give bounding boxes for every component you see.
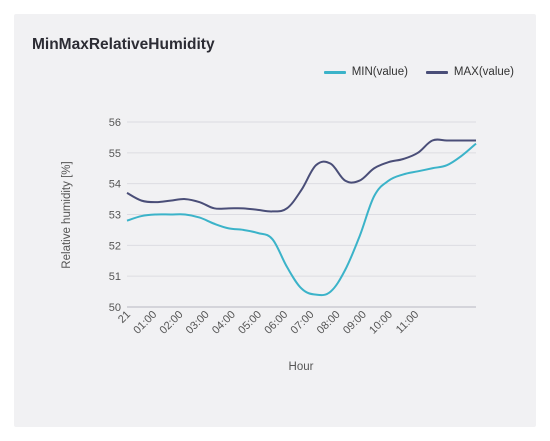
- series-line-max[interactable]: [126, 138, 476, 213]
- x-tick-label: 11:00: [394, 309, 421, 336]
- x-tick-label: 03:00: [184, 309, 212, 337]
- x-tick-label: 01:00: [131, 309, 159, 337]
- x-tick-label: 06:00: [262, 309, 290, 337]
- legend-swatch-max: [425, 70, 448, 74]
- chart-title: MinMaxRelativeHumidity: [32, 36, 215, 53]
- x-tick-label: 02:00: [158, 309, 186, 337]
- legend-label-min: MIN(value): [351, 66, 408, 78]
- x-tick-label: 08:00: [315, 309, 343, 337]
- series-lines: [126, 138, 477, 297]
- grid-lines: [127, 121, 476, 308]
- x-tick-label: 05:00: [236, 309, 264, 337]
- y-tick-labels: 50 51 52 53 54 55 56: [109, 117, 121, 314]
- legend: MIN(value) MAX(value): [323, 66, 514, 78]
- x-tick-label: 04:00: [210, 309, 238, 337]
- x-tick-label: 07:00: [289, 309, 317, 337]
- y-axis-title: Relative humidity [%]: [61, 161, 73, 268]
- legend-label-max: MAX(value): [453, 66, 514, 78]
- legend-item-min[interactable]: MIN(value): [323, 66, 408, 78]
- y-tick-label: 56: [109, 117, 121, 129]
- x-tick-labels: 2101:0002:0003:0004:0005:0006:0007:0008:…: [116, 309, 421, 337]
- y-tick-label: 50: [109, 302, 121, 314]
- x-axis-title: Hour: [289, 361, 314, 373]
- x-tick-label: 10:00: [367, 309, 395, 337]
- y-tick-label: 52: [109, 240, 121, 252]
- y-tick-label: 55: [109, 148, 121, 160]
- y-tick-label: 51: [109, 271, 121, 283]
- x-tick-label: 09:00: [341, 309, 369, 337]
- series-line-min[interactable]: [126, 142, 477, 297]
- chart-card: MinMaxRelativeHumidity MIN(value) MAX(va…: [14, 14, 536, 427]
- y-tick-label: 54: [109, 179, 121, 191]
- legend-swatch-min: [323, 70, 346, 74]
- y-tick-label: 53: [109, 210, 121, 222]
- legend-item-max[interactable]: MAX(value): [425, 66, 514, 78]
